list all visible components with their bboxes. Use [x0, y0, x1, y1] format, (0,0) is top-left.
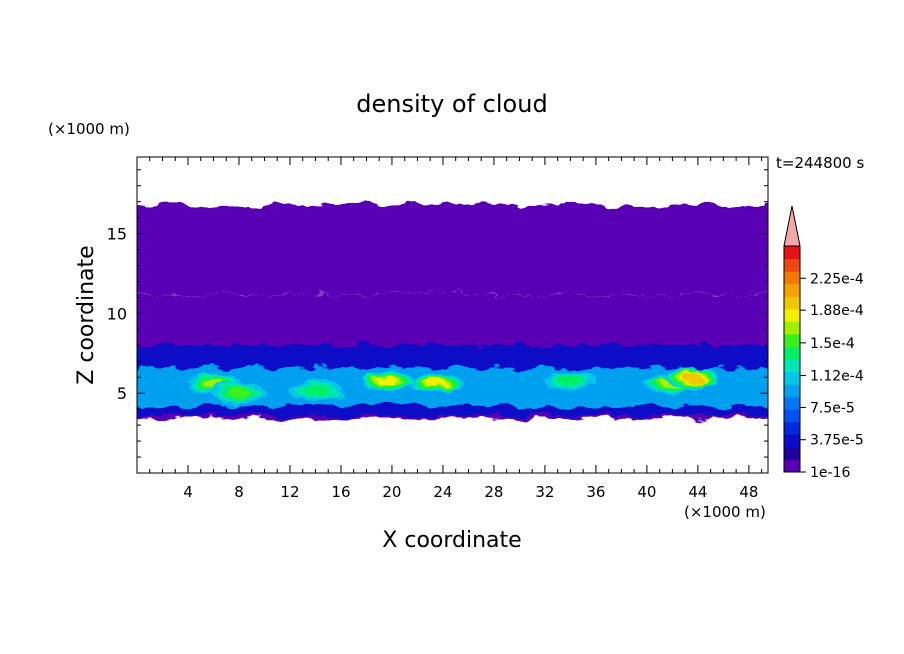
x-tick-label: 16	[331, 483, 350, 501]
x-tick-label: 4	[183, 483, 193, 501]
colorbar-swatch	[784, 384, 800, 398]
colorbar-swatch	[784, 346, 800, 360]
x-tick-label: 32	[535, 483, 554, 501]
x-tick-label: 36	[586, 483, 605, 501]
colorbar-swatch	[784, 409, 800, 423]
hotspot	[664, 367, 719, 388]
colorbar-swatch	[784, 258, 800, 272]
hotspot	[211, 383, 266, 404]
x-tick-label: 20	[382, 483, 401, 501]
colorbar-swatch	[784, 421, 800, 435]
colorbar-swatch	[784, 446, 800, 460]
colorbar-swatch	[784, 283, 800, 297]
x-unit-label: (×1000 m)	[684, 503, 766, 521]
colorbar-swatch	[784, 308, 800, 322]
colorbar-swatch	[784, 333, 800, 347]
y-axis-ticks: 5 10 15	[107, 169, 768, 458]
hotspot	[409, 373, 464, 394]
x-tick-label: 28	[484, 483, 503, 501]
hotspot	[359, 370, 414, 391]
y-axis-label: Z coordinate	[74, 245, 99, 384]
x-tick-label: 24	[433, 483, 452, 501]
x-axis-ticks: 4 8 12 16 20 24 28 32 36 40 44 48	[149, 157, 763, 501]
y-tick-label: 5	[117, 384, 127, 403]
colorbar-label: 7.5e-5	[810, 400, 855, 416]
colorbar-swatch	[784, 459, 800, 473]
colorbar-swatch	[784, 434, 800, 448]
y-unit-label: (×1000 m)	[48, 120, 130, 138]
colorbar-label: 1.5e-4	[810, 336, 855, 352]
cloud-layer-upper	[137, 294, 768, 352]
hotspot	[543, 370, 598, 391]
colorbar-swatch	[784, 371, 800, 385]
time-label: t=244800 s	[776, 154, 864, 172]
colorbar-label: 1e-16	[810, 465, 850, 481]
colorbar: 1e-16 3.75e-5 7.5e-5 1.12e-4 1.5e-4 1.88e-4 2.…	[783, 205, 864, 481]
x-tick-label: 40	[637, 483, 656, 501]
colorbar-swatch	[784, 296, 800, 310]
x-tick-label: 12	[280, 483, 299, 501]
colorbar-swatch	[784, 271, 800, 285]
cloud-layer-high	[137, 204, 768, 295]
y-tick-label: 15	[107, 225, 127, 244]
x-axis-label: X coordinate	[382, 528, 521, 553]
colorbar-swatch	[784, 396, 800, 410]
colorbar-label: 1.88e-4	[810, 303, 864, 319]
colorbar-swatch	[784, 246, 800, 260]
colorbar-swatch	[784, 321, 800, 335]
hotspot	[288, 380, 343, 401]
colorbar-label: 2.25e-4	[810, 271, 864, 287]
chart-title: density of cloud	[356, 90, 547, 118]
colorbar-swatch	[784, 359, 800, 373]
colorbar-extend-arrow	[783, 205, 801, 247]
plot-frame	[136, 156, 769, 474]
colorbar-frame	[783, 245, 801, 473]
x-tick-label: 8	[234, 483, 244, 501]
colorbar-label: 3.75e-5	[810, 433, 864, 449]
y-tick-label: 10	[107, 304, 127, 323]
x-tick-label: 48	[739, 483, 758, 501]
x-tick-label: 44	[688, 483, 707, 501]
colorbar-label: 1.12e-4	[810, 369, 864, 385]
contour-fill	[137, 204, 768, 419]
